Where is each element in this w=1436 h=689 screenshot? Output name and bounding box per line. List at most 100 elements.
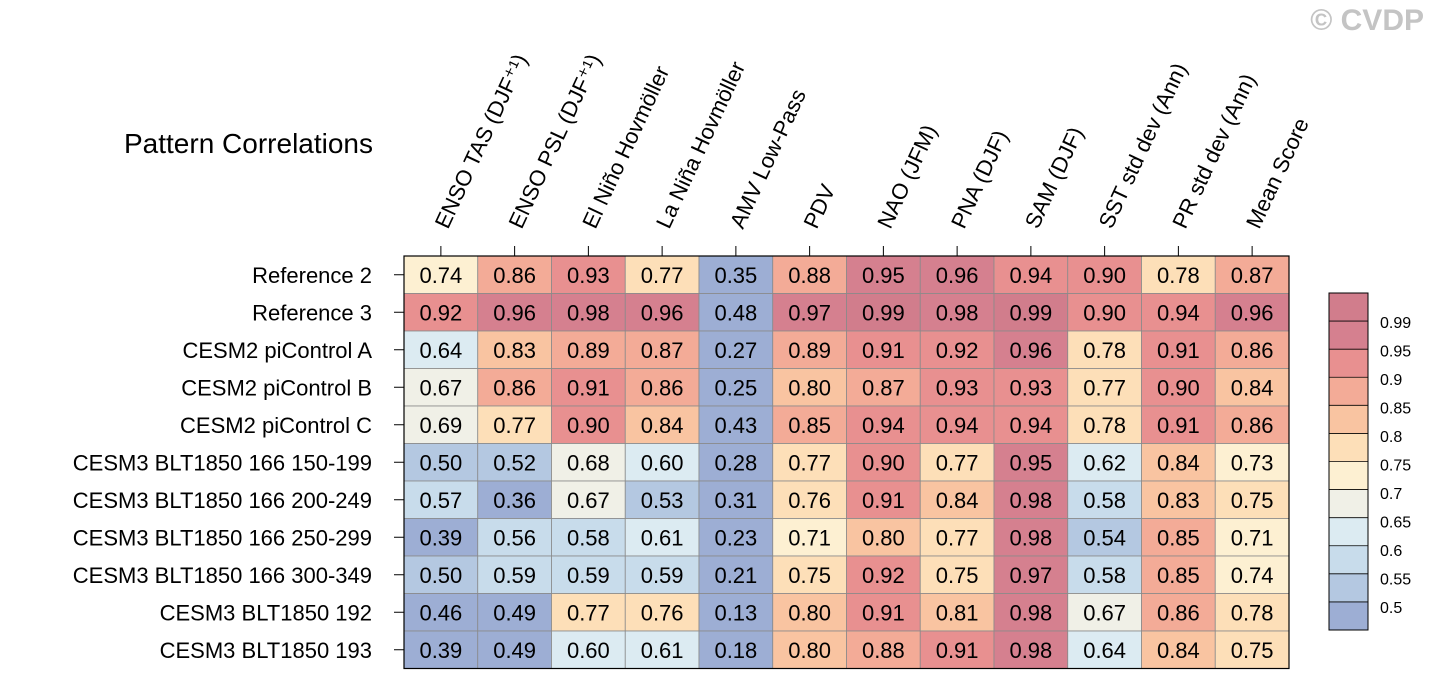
cell-value-label: 0.94 xyxy=(1009,413,1052,438)
cell-value-label: 0.52 xyxy=(493,450,536,475)
cell-value-label: 0.85 xyxy=(1157,563,1200,588)
cell-value-label: 0.90 xyxy=(1157,375,1200,400)
cell-value-label: 0.84 xyxy=(1157,638,1200,663)
cell-value-label: 0.99 xyxy=(1009,300,1052,325)
heatmap-cell xyxy=(551,330,626,369)
heatmap-cell xyxy=(772,630,847,669)
heatmap-cell xyxy=(846,293,921,332)
cell-value-label: 0.92 xyxy=(862,563,905,588)
cell-value-label: 0.71 xyxy=(788,525,831,550)
cell-value-label: 0.93 xyxy=(567,263,610,288)
cell-value-label: 0.77 xyxy=(567,600,610,625)
cell-value-label: 0.56 xyxy=(493,525,536,550)
cell-value-label: 0.90 xyxy=(567,413,610,438)
cell-value-label: 0.58 xyxy=(1083,488,1126,513)
heatmap-cell xyxy=(698,293,774,332)
colorbar-label: 0.55 xyxy=(1380,572,1411,589)
cell-value-label: 0.50 xyxy=(419,563,462,588)
heatmap-cell xyxy=(846,330,921,369)
cell-value-label: 0.92 xyxy=(936,338,979,363)
heatmap-cell xyxy=(772,518,847,557)
heatmap-cell xyxy=(1214,405,1290,444)
cell-value-label: 0.61 xyxy=(641,525,684,550)
column-label: PDV xyxy=(798,180,840,232)
cell-value-label: 0.83 xyxy=(1157,488,1200,513)
cell-value-label: 0.86 xyxy=(1231,413,1274,438)
cell-value-label: 0.50 xyxy=(419,450,462,475)
heatmap-cell xyxy=(624,555,700,594)
cell-value-label: 0.84 xyxy=(936,488,979,513)
cell-value-label: 0.98 xyxy=(1009,525,1052,550)
colorbar-swatch xyxy=(1329,461,1368,490)
colorbar-label: 0.9 xyxy=(1380,372,1402,389)
cell-value-label: 0.96 xyxy=(641,300,684,325)
cell-value-label: 0.85 xyxy=(788,413,831,438)
heatmap-cell xyxy=(1067,293,1142,332)
heatmap-cell xyxy=(993,518,1069,557)
heatmap-cell xyxy=(698,368,774,407)
cell-value-label: 0.28 xyxy=(714,450,757,475)
row-label: CESM2 piControl B xyxy=(181,375,372,400)
cell-value-label: 0.92 xyxy=(419,300,462,325)
heatmap-cell xyxy=(551,405,626,444)
cell-value-label: 0.83 xyxy=(493,338,536,363)
cell-value-label: 0.74 xyxy=(419,263,462,288)
heatmap-cell xyxy=(403,480,479,519)
cell-value-label: 0.39 xyxy=(419,525,462,550)
heatmap-cell xyxy=(1214,255,1290,294)
heatmap-cell xyxy=(919,480,995,519)
cell-value-label: 0.93 xyxy=(936,375,979,400)
cell-value-label: 0.93 xyxy=(1009,375,1052,400)
cell-value-label: 0.91 xyxy=(936,638,979,663)
heatmap-cell xyxy=(403,518,479,557)
heatmap-cell xyxy=(772,443,847,482)
cell-value-label: 0.99 xyxy=(862,300,905,325)
cell-value-label: 0.77 xyxy=(493,413,536,438)
colorbar-label: 0.7 xyxy=(1380,486,1402,503)
cell-value-label: 0.13 xyxy=(714,600,757,625)
cell-value-label: 0.53 xyxy=(641,488,684,513)
heatmap-cell xyxy=(1214,555,1290,594)
colorbar: 0.99 0.95 0.9 0.85 0.8 0.75 0.7 0.65 0.6 0.55 0.5 xyxy=(1328,292,1411,631)
cell-value-label: 0.75 xyxy=(1231,638,1274,663)
colorbar-label: 0.8 xyxy=(1380,429,1402,446)
cell-value-label: 0.90 xyxy=(862,450,905,475)
heatmap-cell xyxy=(1214,630,1290,669)
heatmap-cell xyxy=(698,480,774,519)
colorbar-swatch xyxy=(1329,573,1368,602)
column-label: PNA (DJF) xyxy=(946,126,1013,232)
heatmap-cell xyxy=(403,555,479,594)
heatmap-cell xyxy=(403,405,479,444)
cell-value-label: 0.62 xyxy=(1083,450,1126,475)
cell-value-label: 0.69 xyxy=(419,413,462,438)
cell-value-label: 0.78 xyxy=(1083,413,1126,438)
colorbar-swatch xyxy=(1329,489,1368,518)
cell-value-label: 0.59 xyxy=(641,563,684,588)
heatmap-cell xyxy=(477,330,552,369)
heatmap-cell xyxy=(624,443,700,482)
cell-value-label: 0.46 xyxy=(419,600,462,625)
heatmap-cell xyxy=(772,480,847,519)
colorbar-swatch xyxy=(1329,517,1368,546)
heatmap-cell xyxy=(477,443,552,482)
heatmap-cell xyxy=(403,293,479,332)
heatmap-cell xyxy=(772,593,847,632)
colorbar-swatch xyxy=(1329,321,1368,350)
cell-value-label: 0.49 xyxy=(493,600,536,625)
heatmap-cell xyxy=(919,630,995,669)
cell-value-label: 0.77 xyxy=(936,525,979,550)
heatmap-grid xyxy=(394,246,1290,670)
heatmap-cell xyxy=(551,293,626,332)
cell-value-label: 0.59 xyxy=(493,563,536,588)
heatmap-cell xyxy=(919,330,995,369)
cell-value-label: 0.54 xyxy=(1083,525,1126,550)
colorbar-label: 0.75 xyxy=(1380,458,1411,475)
heatmap-cell xyxy=(1214,593,1290,632)
cell-value-label: 0.43 xyxy=(714,413,757,438)
cell-value-label: 0.91 xyxy=(862,488,905,513)
cell-value-label: 0.90 xyxy=(1083,263,1126,288)
cell-value-label: 0.27 xyxy=(714,338,757,363)
column-label: AMV Low-Pass xyxy=(725,85,811,232)
cell-value-label: 0.73 xyxy=(1231,450,1274,475)
heatmap-cell xyxy=(477,555,552,594)
